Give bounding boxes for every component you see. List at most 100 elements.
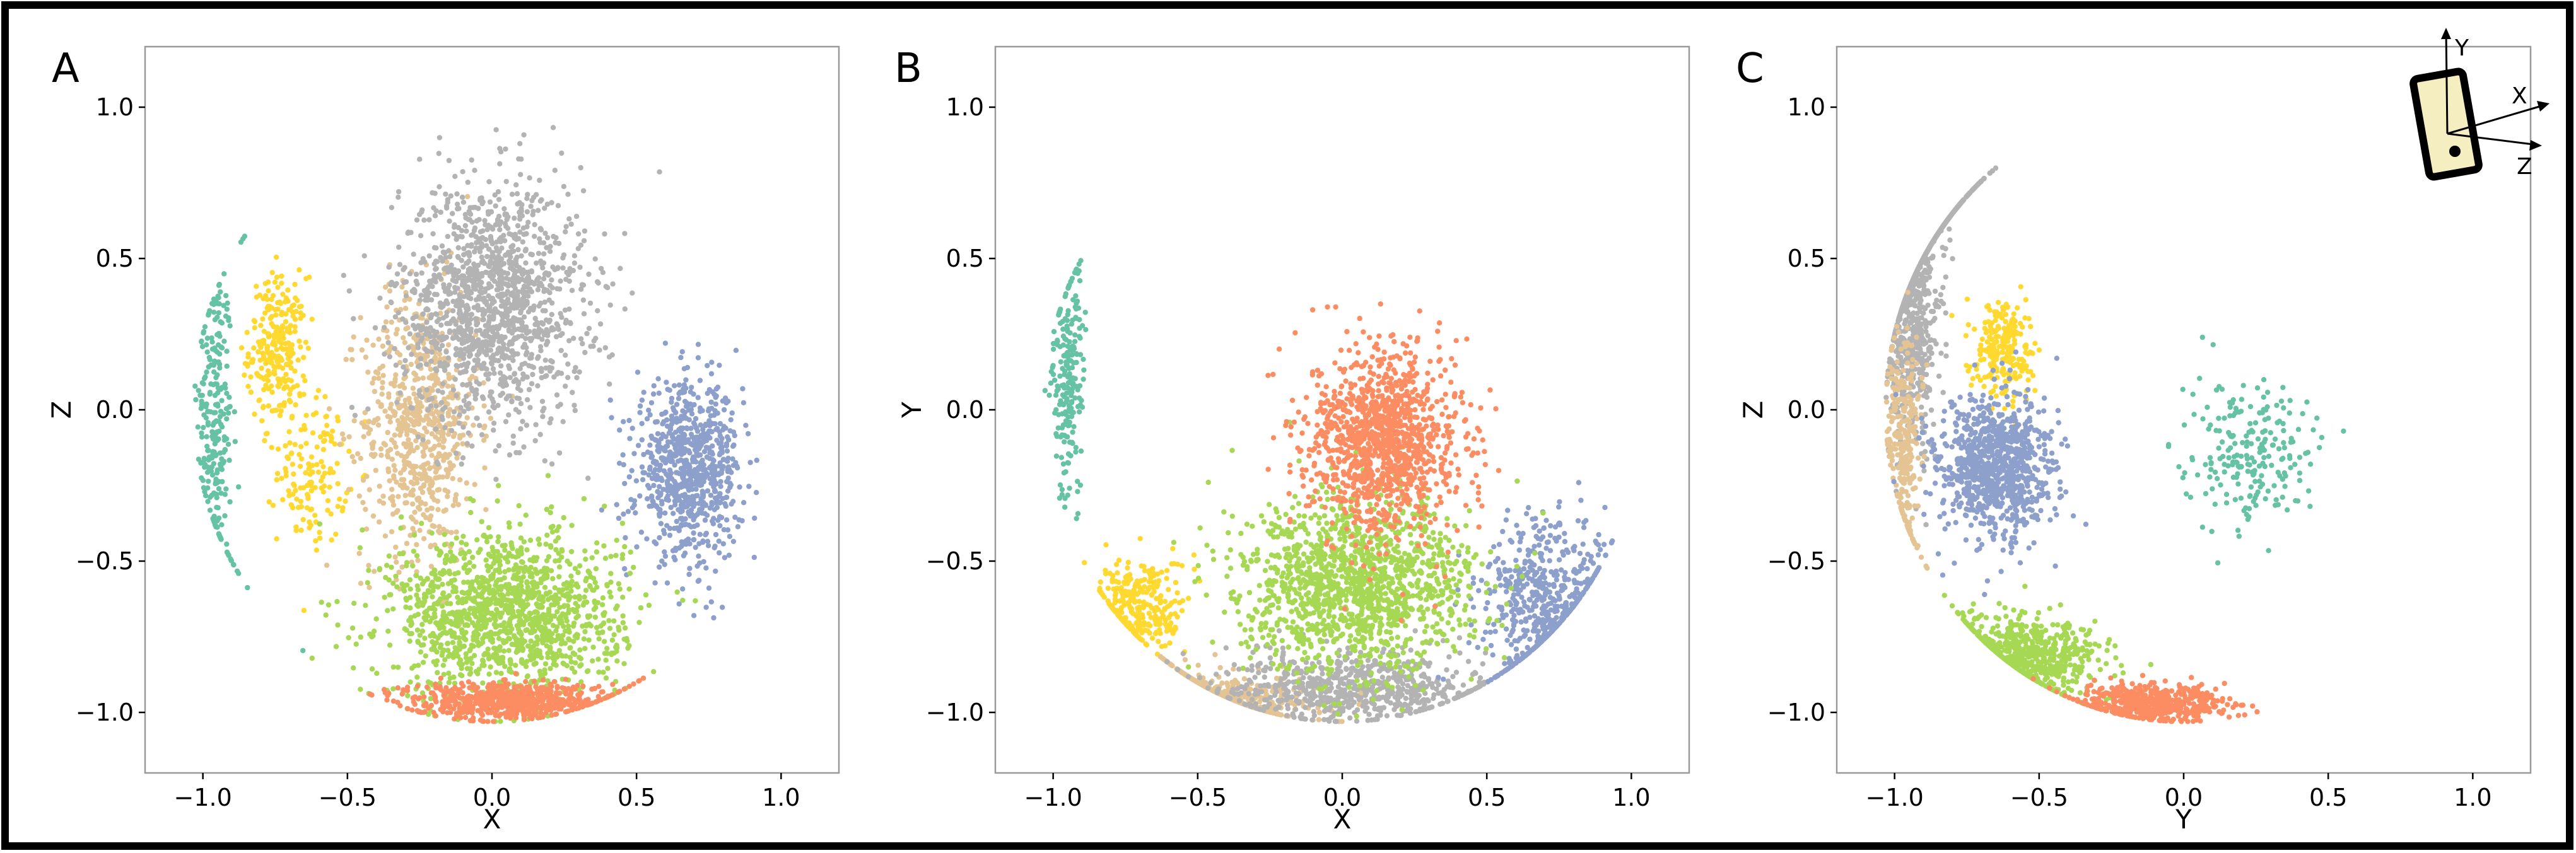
data-point-gray: [421, 287, 428, 294]
data-point-gray: [513, 257, 519, 263]
data-point-blue: [752, 515, 758, 521]
data-point-green: [466, 590, 472, 596]
data-point-tan: [423, 501, 428, 507]
data-point-green: [604, 646, 610, 651]
data-point-tan: [366, 584, 372, 590]
data-point-blue: [691, 613, 697, 618]
data-point-teal: [206, 312, 211, 318]
data-point-blue: [690, 442, 696, 448]
data-point-green: [390, 686, 396, 692]
data-point-green: [429, 615, 435, 621]
data-point-blue: [697, 409, 703, 414]
data-point-gray: [476, 240, 482, 245]
data-point-gray: [548, 358, 554, 364]
data-point-teal: [226, 395, 232, 400]
data-point-gray: [537, 344, 544, 350]
data-point-blue: [689, 511, 695, 517]
data-point-green: [547, 666, 553, 671]
data-point-yellow: [322, 470, 328, 476]
data-point-tan: [360, 477, 366, 483]
data-point-blue: [665, 386, 670, 392]
data-point-tan: [402, 340, 408, 345]
data-point-green: [499, 592, 505, 598]
data-point-blue: [637, 410, 643, 415]
data-point-green: [440, 591, 446, 597]
data-point-tan: [455, 502, 461, 508]
data-point-green: [631, 564, 636, 571]
data-point-gray: [441, 282, 447, 287]
data-point-blue: [732, 432, 738, 439]
data-point-blue: [723, 517, 730, 523]
data-point-blue: [747, 460, 753, 465]
data-point-gray: [498, 336, 503, 342]
data-point-green: [452, 577, 457, 583]
data-point-green: [429, 571, 435, 576]
data-point-tan: [428, 544, 433, 550]
data-point-green: [480, 680, 486, 686]
data-point-gray: [389, 205, 395, 211]
data-point-blue: [699, 506, 705, 511]
data-point-gray: [506, 412, 512, 418]
data-point-green: [384, 562, 390, 568]
data-point-green: [517, 521, 523, 527]
data-point-blue: [662, 340, 669, 346]
data-point-gray: [517, 141, 523, 146]
data-point-tan: [431, 443, 438, 450]
data-point-gray: [575, 246, 581, 252]
data-point-green: [523, 513, 529, 518]
data-point-blue: [686, 571, 692, 577]
data-point-tan: [377, 484, 382, 489]
data-point-teal: [226, 457, 232, 463]
data-point-gray: [566, 272, 571, 277]
data-point-tan: [414, 444, 420, 450]
data-point-gray: [488, 355, 494, 361]
data-point-green: [582, 594, 587, 600]
data-point-green: [543, 542, 549, 547]
data-point-green: [351, 665, 356, 671]
data-point-green: [476, 608, 481, 613]
data-point-blue: [730, 456, 735, 462]
data-point-green: [549, 529, 556, 535]
data-point-green: [558, 613, 564, 620]
data-point-teal: [224, 363, 230, 369]
data-point-green: [594, 625, 600, 630]
data-point-gray: [563, 229, 568, 235]
data-point-gray: [484, 347, 490, 352]
data-point-blue: [684, 364, 691, 371]
data-point-teal: [204, 443, 210, 450]
data-point-yellow: [300, 517, 306, 523]
data-point-green: [568, 548, 575, 555]
data-point-tan: [387, 478, 392, 484]
data-point-yellow: [252, 318, 258, 325]
data-point-gray: [495, 189, 501, 195]
data-point-tan: [392, 467, 398, 473]
data-point-tan: [445, 489, 451, 495]
data-point-yellow: [328, 511, 334, 517]
data-point-gray: [466, 291, 472, 296]
data-point-teal: [221, 271, 227, 277]
data-point-green: [470, 554, 476, 560]
data-point-green: [453, 585, 459, 591]
data-point-gray: [416, 388, 423, 393]
data-point-green: [442, 657, 448, 663]
data-point-yellow: [303, 412, 309, 419]
data-point-yellow: [279, 325, 285, 331]
data-point-yellow: [296, 267, 302, 273]
data-point-blue: [657, 564, 662, 570]
data-point-tan: [389, 456, 395, 462]
data-point-tan: [401, 335, 406, 340]
data-point-gray: [443, 349, 449, 355]
data-point-tan: [416, 471, 422, 477]
data-point-blue: [659, 501, 665, 507]
data-point-gray: [477, 229, 484, 235]
data-point-blue: [627, 436, 633, 441]
data-point-gray: [497, 146, 503, 151]
data-point-gray: [512, 298, 518, 304]
data-point-green: [487, 617, 493, 623]
data-point-gray: [585, 475, 591, 481]
data-point-gray: [536, 250, 542, 257]
data-point-green: [575, 584, 581, 590]
data-point-tan: [339, 431, 346, 437]
data-point-gray: [493, 127, 499, 132]
data-point-gray: [491, 316, 496, 322]
